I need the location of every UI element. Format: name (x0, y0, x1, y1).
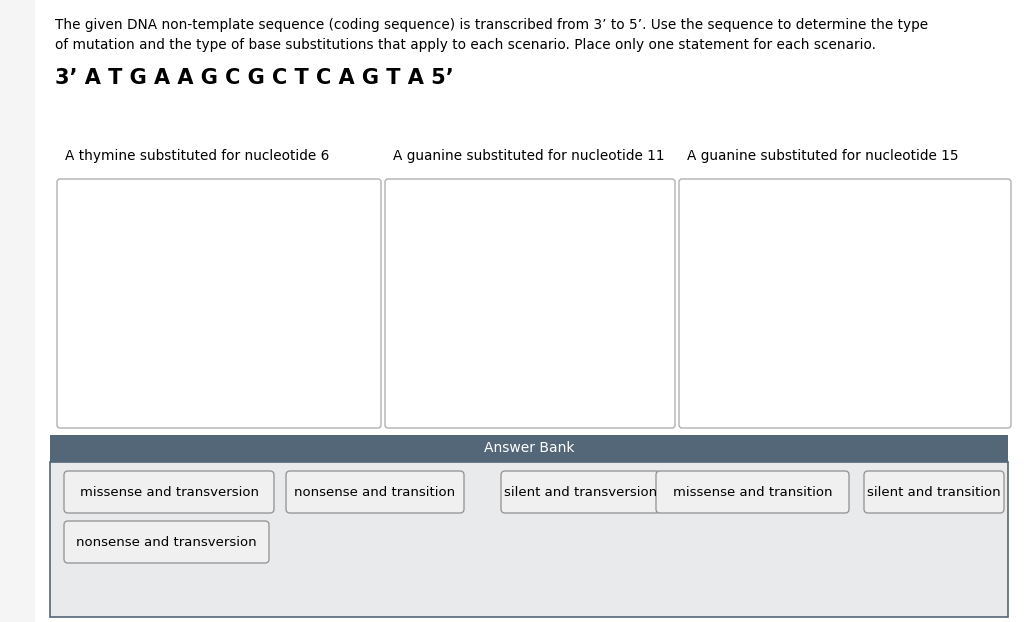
Text: A thymine substituted for nucleotide 6: A thymine substituted for nucleotide 6 (65, 149, 330, 163)
FancyBboxPatch shape (57, 179, 381, 428)
Text: nonsense and transversion: nonsense and transversion (76, 536, 257, 549)
FancyBboxPatch shape (286, 471, 464, 513)
FancyBboxPatch shape (864, 471, 1004, 513)
Text: silent and transition: silent and transition (867, 486, 1000, 498)
Text: A guanine substituted for nucleotide 15: A guanine substituted for nucleotide 15 (687, 149, 958, 163)
FancyBboxPatch shape (63, 521, 269, 563)
FancyBboxPatch shape (63, 471, 274, 513)
Bar (50, 435, 1008, 462)
Text: Answer Bank: Answer Bank (483, 442, 574, 455)
Text: nonsense and transition: nonsense and transition (295, 486, 456, 498)
FancyBboxPatch shape (679, 179, 1011, 428)
Text: 3’ A T G A A G C G C T C A G T A 5’: 3’ A T G A A G C G C T C A G T A 5’ (55, 68, 454, 88)
Text: The given DNA non-template sequence (coding sequence) is transcribed from 3’ to : The given DNA non-template sequence (cod… (55, 18, 928, 32)
FancyBboxPatch shape (501, 471, 660, 513)
FancyBboxPatch shape (656, 471, 849, 513)
Bar (0, 0, 35, 622)
Text: missense and transversion: missense and transversion (80, 486, 258, 498)
Text: silent and transversion: silent and transversion (504, 486, 657, 498)
Text: A guanine substituted for nucleotide 11: A guanine substituted for nucleotide 11 (393, 149, 665, 163)
Bar (50, 462, 1008, 617)
FancyBboxPatch shape (385, 179, 675, 428)
Text: missense and transition: missense and transition (673, 486, 833, 498)
Text: of mutation and the type of base substitutions that apply to each scenario. Plac: of mutation and the type of base substit… (55, 38, 876, 52)
